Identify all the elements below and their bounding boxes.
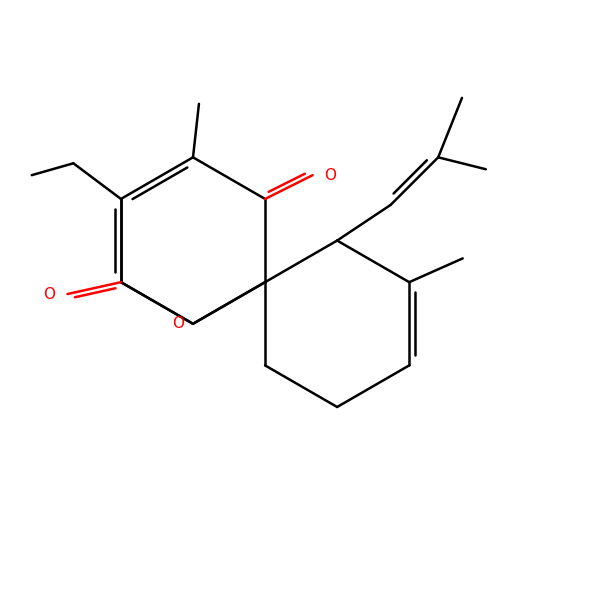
Text: O: O [44, 287, 56, 302]
Text: O: O [325, 167, 337, 182]
Text: O: O [172, 316, 184, 331]
